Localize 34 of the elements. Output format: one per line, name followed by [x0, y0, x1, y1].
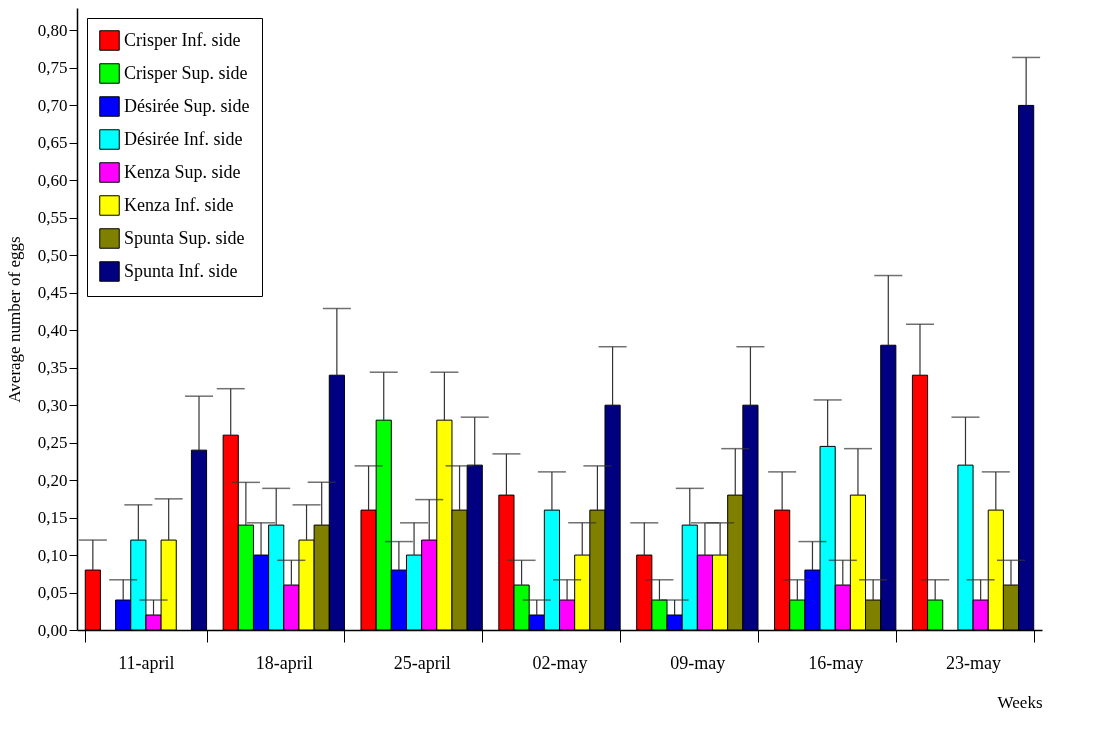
y-tick-label: 0,05 — [37, 583, 68, 603]
y-tick-label: 0,50 — [37, 245, 68, 265]
y-tick-label: 0,40 — [37, 320, 68, 340]
x-tick-label: 11-april — [118, 652, 175, 673]
legend-label: Spunta Sup. side — [124, 227, 245, 248]
y-tick-label: 0,60 — [37, 170, 68, 190]
x-tick-label: 16-may — [808, 652, 864, 673]
y-tick-label: 0,80 — [37, 20, 68, 40]
y-tick-label: 0,45 — [37, 283, 68, 303]
y-tick-label: 0,65 — [37, 133, 68, 153]
legend-label: Kenza Inf. side — [124, 194, 234, 215]
y-axis-title: Average number of eggs — [4, 236, 24, 403]
y-tick-label: 0,30 — [37, 395, 68, 415]
legend-label: Spunta Inf. side — [124, 260, 238, 281]
y-tick-label: 0,55 — [37, 208, 68, 228]
legend-label: Désirée Sup. side — [124, 95, 250, 116]
y-tick-label: 0,20 — [37, 470, 68, 490]
legend-label: Désirée Inf. side — [124, 128, 243, 149]
x-tick-label: 18-april — [255, 652, 313, 673]
y-tick-label: 0,15 — [37, 508, 68, 528]
legend-label: Kenza Sup. side — [124, 161, 241, 182]
legend-label: Crisper Sup. side — [124, 62, 248, 83]
x-tick-label: 25-april — [393, 652, 451, 673]
x-tick-label: 23-may — [946, 652, 1002, 673]
y-tick-label: 0,00 — [37, 620, 68, 640]
y-tick-label: 0,70 — [37, 95, 68, 115]
y-tick-label: 0,25 — [37, 433, 68, 453]
y-tick-label: 0,75 — [37, 58, 68, 78]
x-axis-title: Weeks — [997, 692, 1043, 712]
x-tick-label: 02-may — [532, 652, 588, 673]
x-tick-label: 09-may — [670, 652, 726, 673]
legend-label: Crisper Inf. side — [124, 29, 241, 50]
y-tick-label: 0,10 — [37, 545, 68, 565]
y-tick-label: 0,35 — [37, 358, 68, 378]
